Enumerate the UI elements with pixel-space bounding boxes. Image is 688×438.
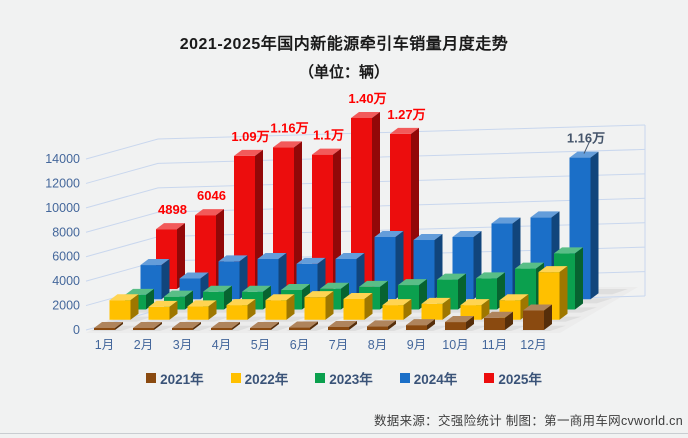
- bottom-divider: [0, 433, 688, 434]
- bar-2025年-2月: [195, 209, 224, 289]
- bar-2021年-7月: [328, 320, 357, 330]
- bar-2022年-3月: [187, 300, 217, 320]
- legend-label: 2021年: [160, 372, 204, 387]
- bar-2022年-2月: [148, 300, 178, 320]
- legend-item-2021年: 2021年: [146, 368, 204, 388]
- bar-2022年-4月: [226, 299, 256, 320]
- legend-swatch: [315, 373, 326, 383]
- label-leader-line: [583, 140, 591, 154]
- legend-item-2024年: 2024年: [399, 368, 458, 388]
- bar-2021年-10月: [445, 316, 474, 330]
- bar-2022年-1月: [109, 294, 139, 320]
- source-note: 数据来源：交强险统计 制图：第一商用车网cvworld.cn: [373, 414, 683, 428]
- x-axis-month-label: 5月: [251, 338, 270, 352]
- y-axis-tick-label: 4000: [52, 274, 80, 288]
- gridline: [85, 197, 646, 233]
- bar-2021年-1月: [94, 322, 123, 330]
- y-axis-tick-label: 2000: [52, 299, 80, 313]
- bar-2022年-6月: [304, 291, 334, 320]
- legend-label: 2025年: [498, 372, 542, 387]
- bar-2022年-7月: [343, 292, 373, 320]
- bar-2022年-9月: [421, 297, 451, 320]
- x-axis-month-label: 11月: [482, 338, 507, 352]
- x-axis-month-label: 1月: [95, 338, 114, 352]
- gridline: [85, 173, 646, 209]
- legend: 2021年 2022年 2023年 2024年 2025年: [0, 368, 688, 388]
- legend-label: 2022年: [244, 372, 289, 387]
- bar-2021年-6月: [289, 321, 318, 330]
- data-label-2024年-12月: 1.16万: [567, 131, 605, 146]
- legend-label: 2023年: [329, 372, 373, 387]
- bar-2021年-11月: [484, 311, 513, 330]
- legend-swatch: [484, 373, 495, 383]
- legend-item-2022年: 2022年: [230, 368, 289, 388]
- bar-2021年-9月: [406, 319, 435, 330]
- x-axis-month-label: 3月: [173, 338, 192, 352]
- x-axis-month-label: 8月: [368, 338, 387, 352]
- bar-2021年-5月: [250, 322, 279, 330]
- y-axis-tick-label: 14000: [45, 152, 80, 166]
- y-axis-tick-label: 6000: [52, 250, 80, 264]
- data-label-2025年-5月: 1.1万: [313, 128, 344, 143]
- data-label-2025年-2月: 6046: [197, 188, 226, 203]
- bar-2023年-6月: [320, 282, 349, 310]
- data-label-2025年-3月: 1.09万: [231, 129, 269, 144]
- data-label-2025年-6月: 1.40万: [348, 91, 386, 106]
- legend-swatch: [146, 373, 157, 383]
- x-axis-month-label: 9月: [407, 338, 426, 352]
- bar-2021年-12月: [523, 304, 552, 330]
- bar-2025年-5月: [312, 148, 341, 289]
- bar-2021年-3月: [172, 322, 201, 330]
- x-axis-month-label: 4月: [212, 338, 231, 352]
- y-axis-tick-label: 12000: [45, 176, 80, 190]
- legend-label: 2024年: [413, 372, 458, 387]
- x-axis-month-label: 7月: [329, 338, 348, 352]
- x-axis-month-label: 6月: [290, 338, 309, 352]
- chart-title-unit: （单位：辆）: [298, 64, 389, 81]
- x-axis-month-label: 2月: [134, 338, 153, 352]
- data-label-2025年-1月: 4898: [158, 202, 187, 217]
- legend-swatch: [230, 373, 241, 383]
- legend-item-2025年: 2025年: [484, 368, 542, 388]
- bar-2023年-8月: [398, 279, 427, 310]
- gridline: [85, 124, 646, 160]
- bar-2021年-8月: [367, 320, 396, 330]
- chart-title: 2021-2025年国内新能源牵引车销量月度走势 （单位：辆）: [0, 30, 688, 82]
- chart-title-line1: 2021-2025年国内新能源牵引车销量月度走势: [179, 36, 509, 53]
- x-axis-month-label: 10月: [442, 338, 468, 352]
- y-axis-tick-label: 10000: [45, 201, 80, 215]
- bar-2021年-4月: [211, 322, 240, 330]
- data-label-2025年-4月: 1.16万: [270, 120, 308, 135]
- bar-2022年-5月: [265, 294, 295, 320]
- x-axis-month-label: 12月: [520, 338, 546, 352]
- bar-2021年-2月: [133, 322, 162, 330]
- data-label-2025年-7月: 1.27万: [387, 107, 425, 122]
- gridline: [85, 148, 646, 184]
- y-axis-tick-label: 8000: [52, 225, 80, 239]
- legend-item-2023年: 2023年: [315, 368, 373, 388]
- legend-swatch: [399, 373, 410, 383]
- bar-2022年-8月: [382, 299, 412, 320]
- y-axis-tick-label: 0: [73, 323, 80, 337]
